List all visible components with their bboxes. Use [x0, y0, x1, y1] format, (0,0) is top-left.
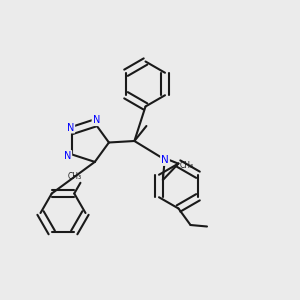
- Text: CH₃: CH₃: [68, 172, 82, 181]
- Text: N: N: [64, 151, 71, 161]
- Text: N: N: [93, 115, 100, 125]
- Text: CH₃: CH₃: [179, 160, 194, 169]
- Text: N: N: [67, 122, 74, 133]
- Text: N: N: [161, 155, 169, 165]
